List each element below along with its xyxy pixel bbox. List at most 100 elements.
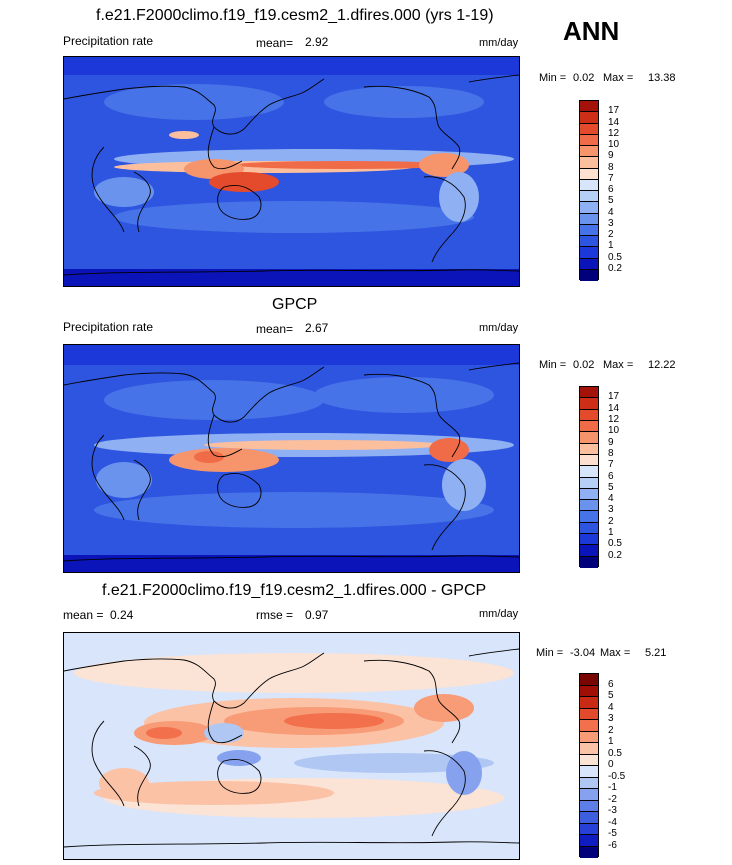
colorbar-tick-label: 0.5 [608,251,622,263]
colorbar-tick-label: 4 [608,493,614,505]
panel3-colorbar [579,673,599,858]
colorbar-segment [580,168,598,180]
colorbar-segment [580,766,598,778]
season-label: ANN [563,16,620,46]
panel1-max-value: 13.38 [648,72,676,84]
panel2-mean-label: mean= [256,322,294,336]
colorbar-segment [580,398,598,410]
colorbar-segment [580,247,598,259]
colorbar-segment [580,800,598,812]
colorbar-tick-label: 10 [608,425,620,437]
colorbar-segment [580,743,598,755]
panel2-max-value: 12.22 [648,359,676,371]
colorbar-segment [580,157,598,169]
panel3-title: f.e21.F2000climo.f19_f19.cesm2_1.dfires.… [102,582,487,599]
colorbar-tick-label: 6 [608,678,614,690]
colorbar-tick-label: 4 [608,206,614,218]
colorbar-segment [580,134,598,146]
colorbar-tick-label: 2 [608,724,614,736]
panel1-colorbar [579,100,599,281]
colorbar-tick-label: -2 [608,793,617,805]
colorbar-segment [580,708,598,720]
colorbar-segment [580,534,598,546]
panel1-mean-label: mean= [256,36,294,50]
colorbar-segment [580,835,598,847]
panel1-max-label: Max = [603,72,634,84]
colorbar-segment [580,846,598,858]
colorbar-tick-label: 6 [608,470,614,482]
panel2-min-label: Min = [539,359,567,371]
colorbar-tick-label: 10 [608,139,620,150]
colorbar-tick-label: 17 [608,105,620,117]
panel3-max-value: 5.21 [645,647,667,659]
panel1-map-svg [64,57,519,286]
colorbar-segment [580,777,598,789]
colorbar-tick-label: 9 [608,436,614,448]
colorbar-segment [580,454,598,467]
panel2-variable-label: Precipitation rate [63,320,154,334]
colorbar-segment [580,500,598,512]
colorbar-tick-label: 0 [608,759,614,770]
colorbar-tick-label: 6 [608,184,614,195]
colorbar-tick-label: 8 [608,447,614,459]
colorbar-tick-label: 7 [608,459,614,471]
panel3-map [63,632,520,860]
panel3-units: mm/day [479,608,519,620]
colorbar-tick-label: 4 [608,701,614,713]
panel1-units: mm/day [479,37,519,49]
colorbar-tick-label: 1 [608,240,614,252]
panel2-title: GPCP [272,296,318,313]
colorbar-segment [580,146,598,158]
colorbar-segment [580,477,598,489]
colorbar-tick-label: 0.2 [608,549,622,561]
colorbar-segment [580,812,598,824]
panel3-mean-value: 0.24 [110,608,134,622]
colorbar-segment [580,488,598,501]
panel3-min-label: Min = [536,647,564,659]
colorbar-tick-label: 8 [608,161,614,173]
panel3-mean-label: mean = [63,608,104,622]
colorbar-segment [580,674,598,686]
colorbar-tick-label: 5 [608,690,614,701]
colorbar-segment [580,697,598,709]
colorbar-segment [580,236,598,248]
colorbar-segment [580,731,598,743]
colorbar-segment [580,754,598,766]
panel3-map-svg [64,633,519,859]
colorbar-tick-label: 0.5 [608,538,622,550]
panel1-mean-value: 2.92 [305,35,329,49]
colorbar-tick-label: -4 [608,816,617,828]
panel1-title: f.e21.F2000climo.f19_f19.cesm2_1.dfires.… [96,7,494,24]
colorbar-tick-label: 3 [608,504,614,516]
panel1-min-value: 0.02 [573,72,595,84]
colorbar-segment [580,443,598,455]
colorbar-tick-label: 1 [608,527,614,539]
colorbar-segment [580,511,598,523]
colorbar-segment [580,202,598,214]
colorbar-tick-label: 2 [608,229,614,240]
colorbar-tick-label: 0.5 [608,747,622,759]
colorbar-tick-label: -3 [608,805,617,816]
panel1-min-label: Min = [539,72,567,84]
panel1-map [63,56,520,287]
colorbar-segment [580,823,598,835]
colorbar-segment [580,112,598,124]
colorbar-segment [580,101,598,113]
panel2-colorbar [579,386,599,568]
colorbar-segment [580,213,598,225]
colorbar-tick-label: 12 [608,127,620,139]
colorbar-segment [580,556,598,568]
panel3-rmse-value: 0.97 [305,608,329,622]
colorbar-tick-label: 7 [608,172,614,184]
colorbar-tick-label: 17 [608,391,620,403]
colorbar-segment [580,191,598,203]
colorbar-segment [580,387,598,399]
colorbar-tick-label: 3 [608,217,614,229]
colorbar-segment [580,720,598,732]
colorbar-tick-label: 14 [608,402,620,414]
colorbar-segment [580,545,598,557]
colorbar-segment [580,123,598,135]
colorbar-tick-label: 1 [608,736,614,747]
colorbar-tick-label: -1 [608,782,617,793]
colorbar-segment [580,466,598,478]
